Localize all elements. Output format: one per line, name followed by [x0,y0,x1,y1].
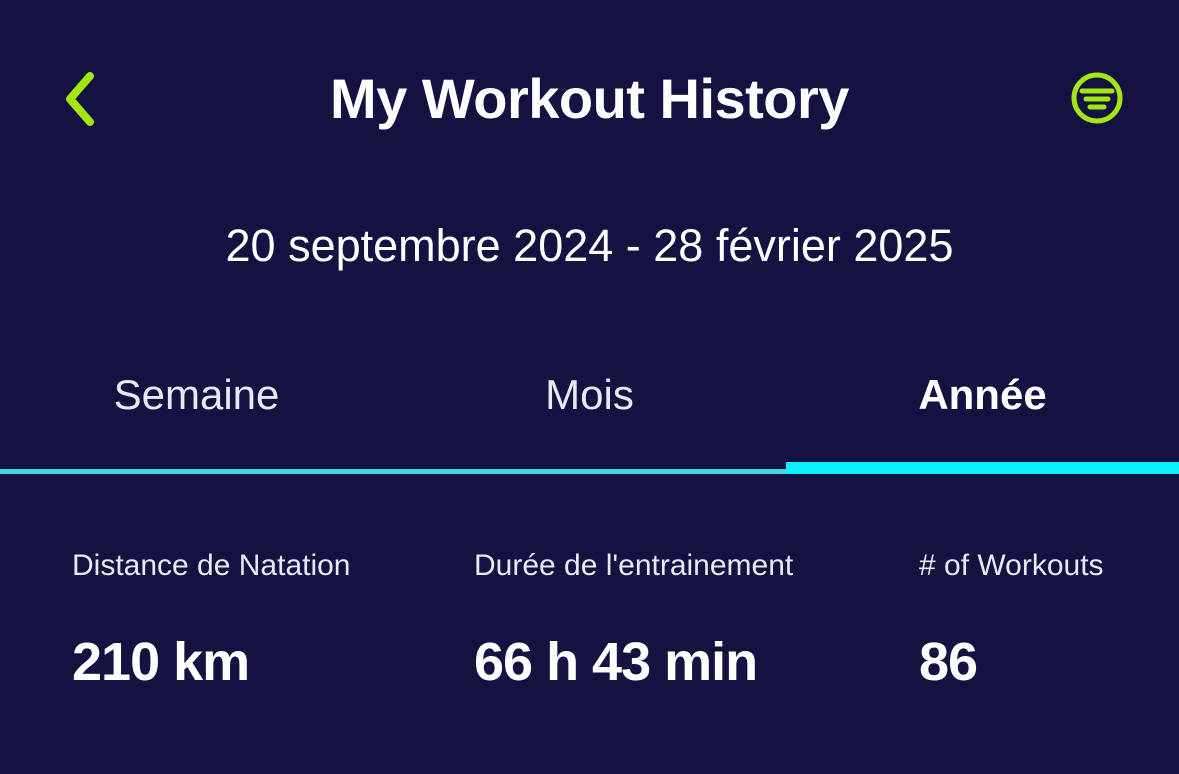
tab-semaine[interactable]: Semaine [0,350,393,440]
page-title: My Workout History [330,67,849,130]
stat-value: 210 km [72,632,250,692]
stat-label: Durée de l'entrainement [474,549,794,582]
back-button[interactable] [62,71,98,127]
tab-underline [0,469,1179,474]
active-tab-indicator [786,462,1179,474]
stat-label: # of Workouts [919,549,1104,582]
tab-annee[interactable]: Année [786,350,1179,440]
stat-label: Distance de Natation [72,549,351,582]
stat-training-duration: Durée de l'entrainement 66 h 43 min [474,548,793,690]
tab-row: Semaine Mois Année [0,350,1179,440]
stat-swim-distance: Distance de Natation 210 km [72,548,351,690]
stat-value: 86 [919,632,978,692]
date-range: 20 septembre 2024 - 28 février 2025 [225,220,954,271]
filter-icon [1069,70,1125,126]
chevron-left-icon [62,71,98,127]
tab-mois[interactable]: Mois [393,350,786,440]
filter-button[interactable] [1069,70,1125,126]
period-tabbar: Semaine Mois Année [0,350,1179,474]
header: My Workout History [0,66,1179,132]
stat-value: 66 h 43 min [474,632,758,692]
stat-workout-count: # of Workouts 86 [919,548,1104,690]
